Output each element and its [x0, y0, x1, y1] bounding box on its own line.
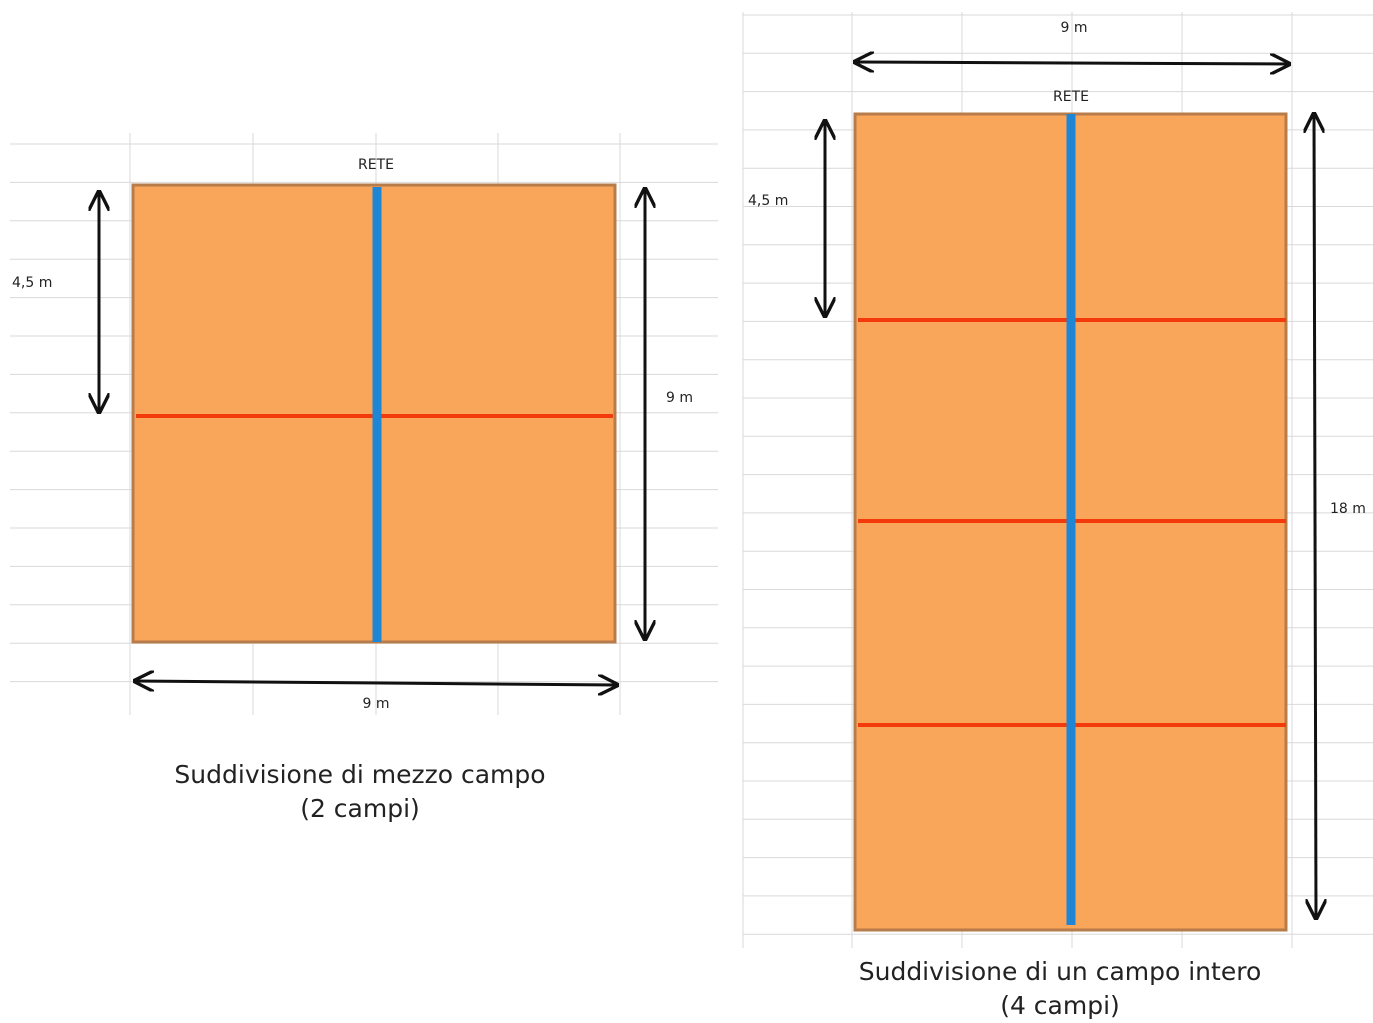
- half-court-caption-title: Suddivisione di mezzo campo: [174, 760, 546, 789]
- full-court-caption-title: Suddivisione di un campo intero: [858, 957, 1262, 986]
- full-court-width-label: 9 m: [1061, 20, 1088, 36]
- full-court-net-label: RETE: [1053, 89, 1089, 105]
- half-court-diagram: RETE 4,5 m 9 m 9 m: [10, 133, 718, 715]
- half-court-caption: Suddivisione di mezzo campo (2 campi): [110, 758, 610, 826]
- full-court-caption-subtitle: (4 campi): [1000, 991, 1120, 1020]
- half-court-depth-label: 4,5 m: [12, 275, 52, 291]
- full-court-caption: Suddivisione di un campo intero (4 campi…: [780, 955, 1340, 1023]
- full-court-side-arrow: [1314, 114, 1316, 918]
- half-court-side-label: 9 m: [666, 390, 693, 406]
- half-court-caption-subtitle: (2 campi): [300, 794, 420, 823]
- half-court-net-label: RETE: [358, 157, 394, 173]
- full-court-width-arrow: [855, 62, 1289, 64]
- full-court-diagram: RETE 9 m 4,5 m 18 m: [742, 12, 1373, 948]
- full-court-side-label: 18 m: [1330, 501, 1366, 517]
- half-court-width-arrow: [135, 681, 617, 685]
- half-court-width-label: 9 m: [363, 696, 390, 712]
- full-court-depth-label: 4,5 m: [748, 193, 788, 209]
